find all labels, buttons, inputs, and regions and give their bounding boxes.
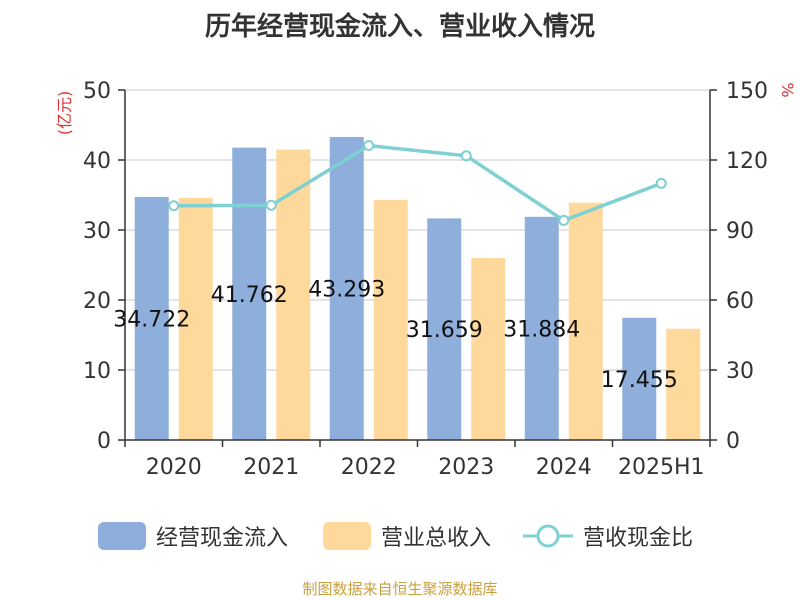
bar-revenue	[373, 199, 408, 440]
bar-cash-inflow	[329, 136, 364, 440]
point-ratio	[558, 214, 570, 226]
point-ratio	[363, 140, 375, 152]
x-tick-label: 2024	[536, 455, 592, 480]
y-right-axis-label: %	[778, 82, 797, 97]
data-label-cash-inflow: 31.884	[503, 317, 580, 342]
x-tick-label: 2025H1	[618, 455, 705, 480]
y-left-tick-label: 20	[83, 289, 111, 314]
y-left-tick-label: 30	[83, 219, 111, 244]
y-right-tick-label: 30	[726, 359, 754, 384]
y-right-tick-label: 90	[726, 219, 754, 244]
bar-cash-inflow	[524, 216, 559, 440]
bar-revenue	[666, 328, 701, 440]
line-ratio	[173, 143, 662, 223]
point-ratio	[265, 199, 277, 211]
x-tick-label: 2023	[438, 455, 494, 480]
x-tick-label: 2020	[146, 455, 202, 480]
point-ratio	[168, 200, 180, 212]
source-note: 制图数据来自恒生聚源数据库	[302, 580, 498, 598]
grid-lines	[125, 89, 710, 371]
y-left-tick-label: 0	[97, 429, 111, 454]
y-right-tick-label: 120	[726, 149, 768, 174]
bar-cash-inflow	[427, 218, 462, 440]
legend-swatch-revenue	[323, 522, 371, 550]
data-label-cash-inflow: 31.659	[406, 318, 483, 343]
point-ratio	[655, 177, 667, 189]
bar-layer	[134, 136, 701, 440]
bar-cash-inflow	[134, 196, 169, 440]
y-right-tick-label: 60	[726, 289, 754, 314]
x-tick-label: 2022	[341, 455, 397, 480]
bar-cash-inflow	[622, 317, 657, 440]
bar-revenue	[471, 258, 506, 440]
legend-swatch-cash-inflow	[98, 522, 146, 550]
bar-revenue	[178, 197, 213, 440]
line-layer	[168, 140, 667, 226]
axis-layer: 0 10 20 30 40 50 0 30 60 90 120 150 2020 2021 2022 2023…	[83, 79, 768, 480]
legend-item-ratio[interactable]: 营收现金比	[523, 520, 693, 552]
legend-item-revenue[interactable]: 营业总收入	[323, 520, 491, 552]
x-tick-label: 2021	[243, 455, 299, 480]
legend-label-ratio: 营收现金比	[583, 526, 694, 551]
point-ratio	[460, 150, 472, 162]
chart-title: 历年经营现金流入、营业收入情况	[204, 12, 595, 42]
y-right-tick-label: 0	[726, 429, 740, 454]
data-label-cash-inflow: 17.455	[601, 368, 678, 393]
bar-cash-inflow	[232, 147, 267, 440]
legend-label-cash-inflow: 经营现金流入	[156, 526, 289, 551]
y-left-axis-label: (亿元)	[55, 91, 74, 136]
data-label-layer: 34.722 41.762 43.293 31.659 31.884 17.455	[113, 277, 677, 392]
bar-revenue	[568, 202, 603, 440]
legend-swatch-ratio	[523, 524, 573, 548]
data-label-cash-inflow: 34.722	[113, 307, 190, 332]
y-left-tick-label: 40	[83, 149, 111, 174]
y-left-tick-label: 50	[83, 79, 111, 104]
legend-label-revenue: 营业总收入	[381, 526, 492, 551]
data-label-cash-inflow: 43.293	[308, 277, 385, 302]
y-right-tick-label: 150	[726, 79, 768, 104]
data-label-cash-inflow: 41.762	[211, 283, 288, 308]
legend-item-cash-inflow[interactable]: 经营现金流入	[98, 520, 288, 552]
y-left-tick-label: 10	[83, 359, 111, 384]
